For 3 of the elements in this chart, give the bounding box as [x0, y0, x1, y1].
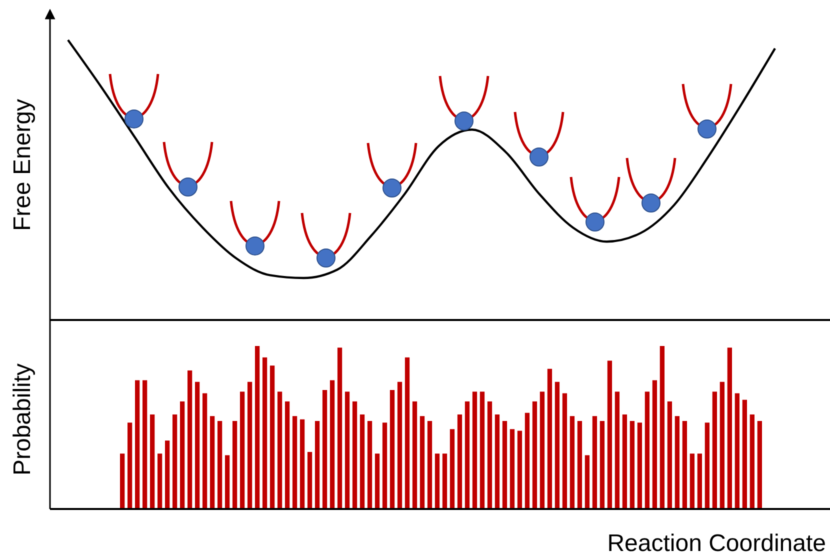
y-axis-title: Free Energy [9, 98, 36, 232]
y-axis-title: Probability [9, 363, 36, 476]
x-axis-title: Reaction Coordinate [607, 530, 826, 557]
